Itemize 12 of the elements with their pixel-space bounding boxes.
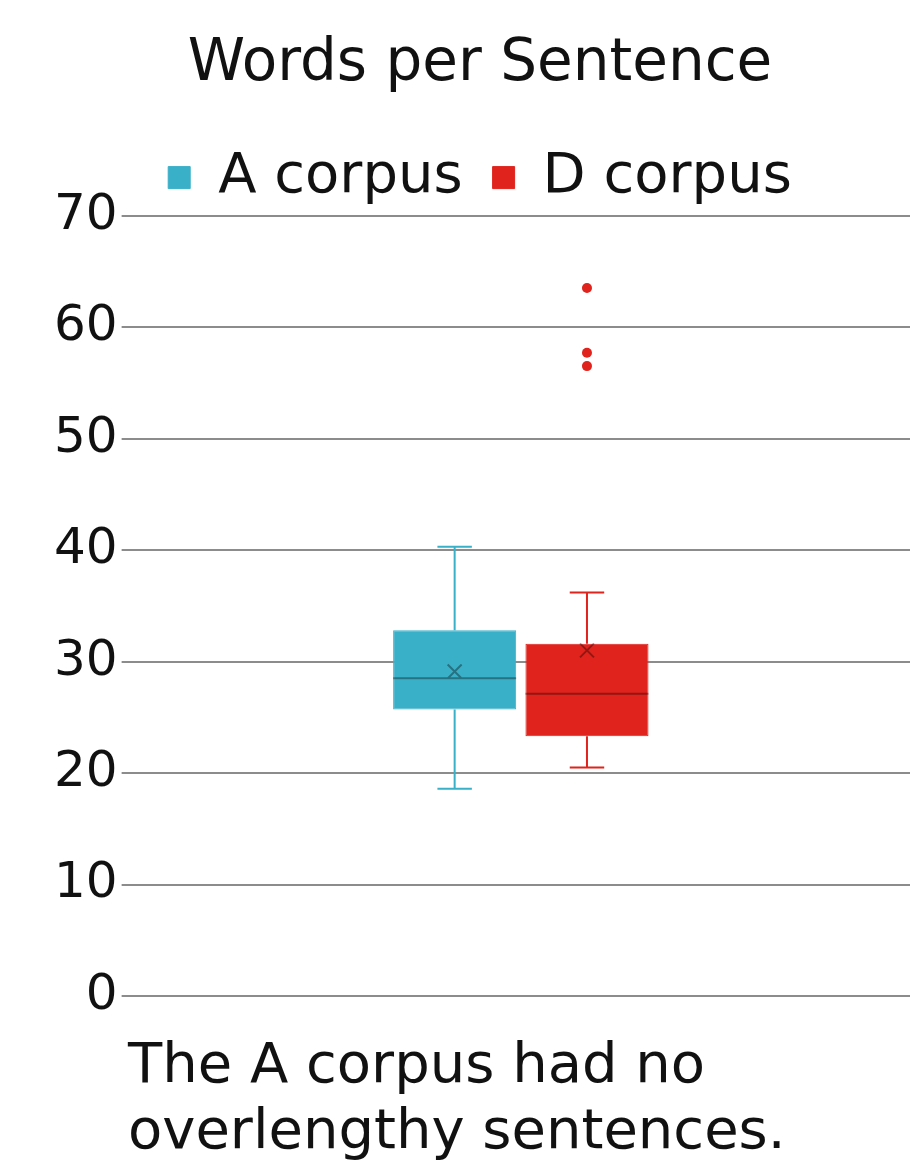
y-tick-label: 40 (54, 517, 118, 576)
y-tick-label: 60 (54, 294, 118, 353)
y-tick-label: 70 (54, 182, 118, 241)
y-tick-label: 20 (54, 740, 118, 799)
text: The A corpus had no overlengthy sentences. (128, 1030, 787, 1162)
y-tick-label: 30 (54, 628, 118, 687)
legend-label: A corpus (218, 140, 463, 206)
y-tick-label: 0 (85, 962, 118, 1021)
y-tick-label: 50 (54, 405, 118, 464)
chart-title: Words per Sentence (187, 25, 773, 94)
legend-label: D corpus (542, 140, 792, 206)
y-tick-label: 10 (54, 851, 118, 910)
